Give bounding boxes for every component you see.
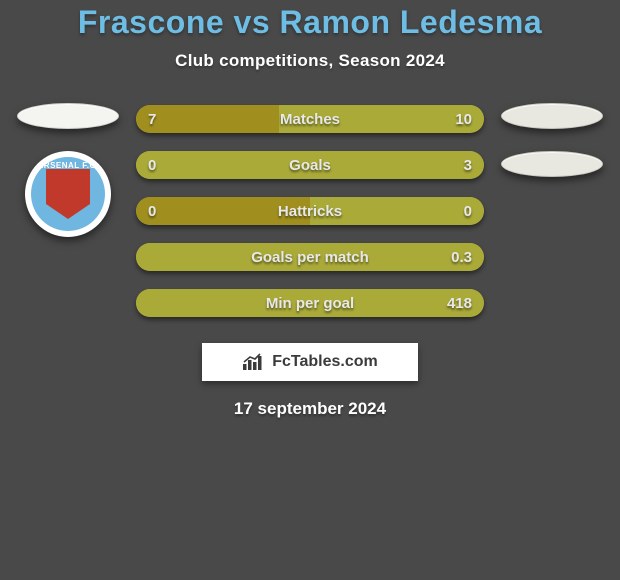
subtitle: Club competitions, Season 2024: [0, 51, 620, 71]
left-flag-icon: [17, 103, 119, 129]
stat-bar: 03Goals: [136, 151, 484, 179]
stat-bar: 710Matches: [136, 105, 484, 133]
left-column: ARSENAL F.C.: [8, 103, 128, 237]
comparison-infographic: Frascone vs Ramon Ledesma Club competiti…: [0, 0, 620, 580]
page-title: Frascone vs Ramon Ledesma: [0, 4, 620, 41]
date-label: 17 september 2024: [0, 399, 620, 419]
left-club-crest-icon: ARSENAL F.C.: [25, 151, 111, 237]
bar-label: Matches: [136, 105, 484, 133]
bar-label: Hattricks: [136, 197, 484, 225]
content-row: ARSENAL F.C. 710Matches 03Goals 00Hattrick…: [0, 103, 620, 319]
right-flag-1-icon: [501, 103, 603, 129]
right-flag-2-icon: [501, 151, 603, 177]
brand-text: FcTables.com: [272, 353, 378, 371]
bar-label: Min per goal: [136, 289, 484, 317]
stat-bars: 710Matches 03Goals 00Hattricks 0.3Goals per…: [136, 103, 484, 319]
bar-label: Goals per match: [136, 243, 484, 271]
stat-bar: 0.3Goals per match: [136, 243, 484, 271]
stat-bar: 418Min per goal: [136, 289, 484, 317]
right-column: [492, 103, 612, 177]
brand-badge: FcTables.com: [202, 343, 418, 381]
bar-chart-icon: [242, 353, 264, 371]
stat-bar: 00Hattricks: [136, 197, 484, 225]
bar-label: Goals: [136, 151, 484, 179]
